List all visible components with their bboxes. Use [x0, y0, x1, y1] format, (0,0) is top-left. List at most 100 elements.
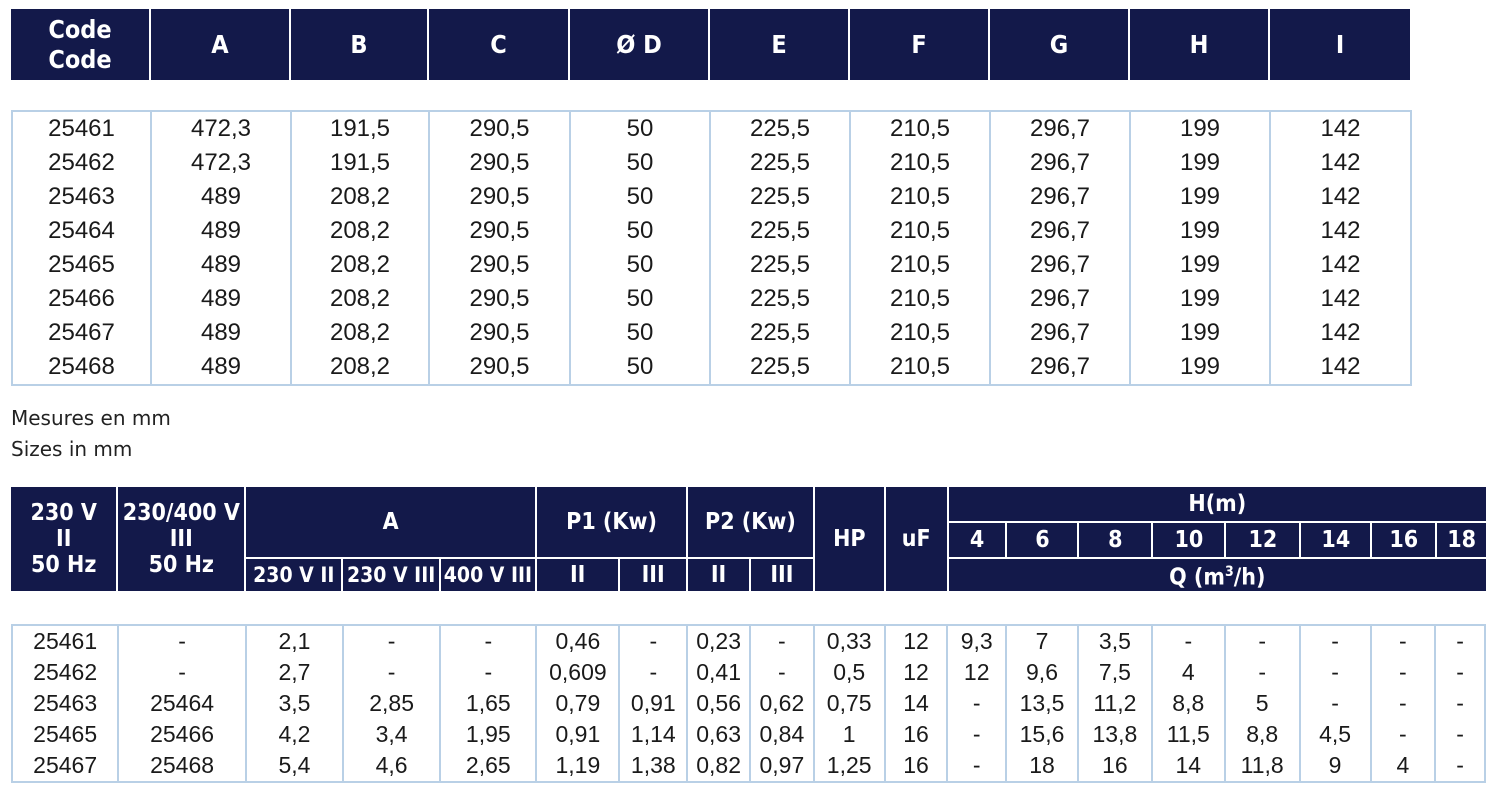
table-cell: - [1150, 625, 1226, 657]
phase-sub-header: III [748, 557, 815, 593]
amps-header: A [244, 487, 538, 559]
table-cell: - [618, 657, 689, 688]
dim-header: Ø D [568, 9, 709, 80]
phase-sub-header: III [618, 557, 689, 593]
table-cell: 25462 [11, 146, 152, 180]
table-cell: 290,5 [428, 316, 571, 350]
table-cell: - [1298, 625, 1372, 657]
table-cell: 12 [883, 625, 949, 657]
table-row: 25463 25464 3,5 2,85 1,65 0,79 0,91 0,56 0,62 0,7… [10, 688, 1486, 719]
table-cell: 50 [569, 282, 711, 316]
table-cell: - [342, 625, 442, 657]
dim-header: H [1128, 9, 1269, 80]
table-cell: 0,46 [535, 625, 621, 657]
flow-suffix: /h) [1233, 564, 1266, 591]
table-row: 25461 472,3 191,5 290,5 50 225,5 210,5 296,7 199… [11, 111, 1412, 146]
electrical-table: 25461-2,1- -0,46-0,23-0,33 12 9,3 7 3,5- - - - -2… [10, 624, 1486, 783]
table-cell: 4 [1369, 750, 1437, 782]
table-cell: 25463 [11, 180, 152, 214]
dim-header: B [289, 9, 428, 80]
head-value-header: 6 [1005, 521, 1080, 559]
table-cell: - [1223, 657, 1301, 688]
hp-header: HP [812, 487, 886, 593]
table-cell: 0,62 [748, 688, 815, 719]
table-cell: 290,5 [428, 180, 571, 214]
table-cell: 4,6 [342, 750, 442, 782]
table-cell: 0,75 [812, 688, 886, 719]
table-cell: 199 [1129, 214, 1271, 248]
table-cell: 0,91 [618, 688, 689, 719]
table-cell: 225,5 [709, 146, 851, 180]
table-cell: 225,5 [709, 248, 851, 282]
note-en: Sizes in mm [11, 437, 133, 461]
table-cell: 0,23 [686, 625, 751, 657]
table-cell: 4,5 [1298, 719, 1372, 750]
table-cell: 199 [1129, 248, 1271, 282]
head-value-header: 4 [946, 521, 1008, 559]
table-row: 25466 489 208,2 290,5 50 225,5 210,5 296,7 199 14… [11, 282, 1412, 316]
table-cell: 142 [1269, 316, 1412, 350]
code-header: Code Code [11, 9, 150, 80]
table-cell: 210,5 [849, 282, 991, 316]
head-value-header: 8 [1077, 521, 1154, 559]
table-cell: 50 [569, 146, 711, 180]
table-cell: 0,97 [748, 750, 815, 782]
dim-header: G [988, 9, 1129, 80]
table-cell: 225,5 [709, 282, 851, 316]
head-value-header: 14 [1299, 521, 1373, 559]
table-cell: 290,5 [428, 350, 571, 385]
table-row: 25465 489 208,2 290,5 50 225,5 210,5 296,7 199 14… [11, 248, 1412, 282]
col-230-400v-header: 230/400 V III 50 Hz [116, 487, 247, 593]
table-cell: - [117, 657, 247, 688]
table-cell: 210,5 [849, 146, 991, 180]
table-cell: 142 [1269, 282, 1412, 316]
table-cell: 472,3 [150, 146, 292, 180]
table-cell: 1,14 [618, 719, 689, 750]
table-cell: 2,7 [244, 657, 345, 688]
table-cell: 25466 [11, 282, 152, 316]
table-cell: - [117, 625, 247, 657]
table-cell: - [946, 750, 1008, 782]
table-cell: 199 [1129, 146, 1271, 180]
dim-header: F [848, 9, 989, 80]
table-cell: 9 [1298, 750, 1372, 782]
table-cell: - [748, 625, 815, 657]
p2-header: P2 (Kw) [686, 487, 815, 559]
table-cell: 472,3 [150, 111, 292, 146]
col-230v-header: 230 V II 50 Hz [11, 487, 119, 593]
table-cell: - [439, 657, 538, 688]
table-cell: 16 [883, 719, 949, 750]
table-cell: 11,5 [1150, 719, 1226, 750]
table-row: 25465 25466 4,2 3,4 1,95 0,91 1,14 0,63 0,84 1 16-… [10, 719, 1486, 750]
table-cell: 50 [569, 214, 711, 248]
table-cell: 296,7 [989, 316, 1131, 350]
head-value-header: 12 [1224, 521, 1302, 559]
table-cell: 296,7 [989, 350, 1131, 385]
head-value-header: 10 [1151, 521, 1227, 559]
table-cell: 25466 [117, 719, 247, 750]
flow-header: Q (m3/h) [946, 557, 1486, 593]
table-cell: 290,5 [428, 282, 571, 316]
table-cell: 296,7 [989, 214, 1131, 248]
table-cell: 50 [569, 350, 711, 385]
table-row: 25462-2,7- -0,609-0,41-0,5 12 12 9,6 7,5 4- - - - [10, 657, 1486, 688]
amps-sub-header: 230 V III [341, 557, 441, 593]
table-cell: 208,2 [290, 214, 430, 248]
table-cell: 25464 [117, 688, 247, 719]
table-cell: 489 [150, 316, 292, 350]
table-cell: 11,2 [1076, 688, 1153, 719]
table-cell: 12 [883, 657, 949, 688]
flow-prefix: Q (m [1169, 564, 1225, 591]
table-cell: 14 [1150, 750, 1226, 782]
table-cell: 25468 [11, 350, 152, 385]
p1-header: P1 (Kw) [535, 487, 689, 559]
table-cell: 8,8 [1223, 719, 1301, 750]
table-cell: 290,5 [428, 248, 571, 282]
head-header: H(m) [946, 487, 1486, 523]
table-row: 25462 472,3 191,5 290,5 50 225,5 210,5 296,7 199… [11, 146, 1412, 180]
table-cell: 1,65 [439, 688, 538, 719]
table-cell: - [1298, 688, 1372, 719]
table-cell: 199 [1129, 316, 1271, 350]
table-cell: 0,609 [535, 657, 621, 688]
table-cell: 1,25 [812, 750, 886, 782]
